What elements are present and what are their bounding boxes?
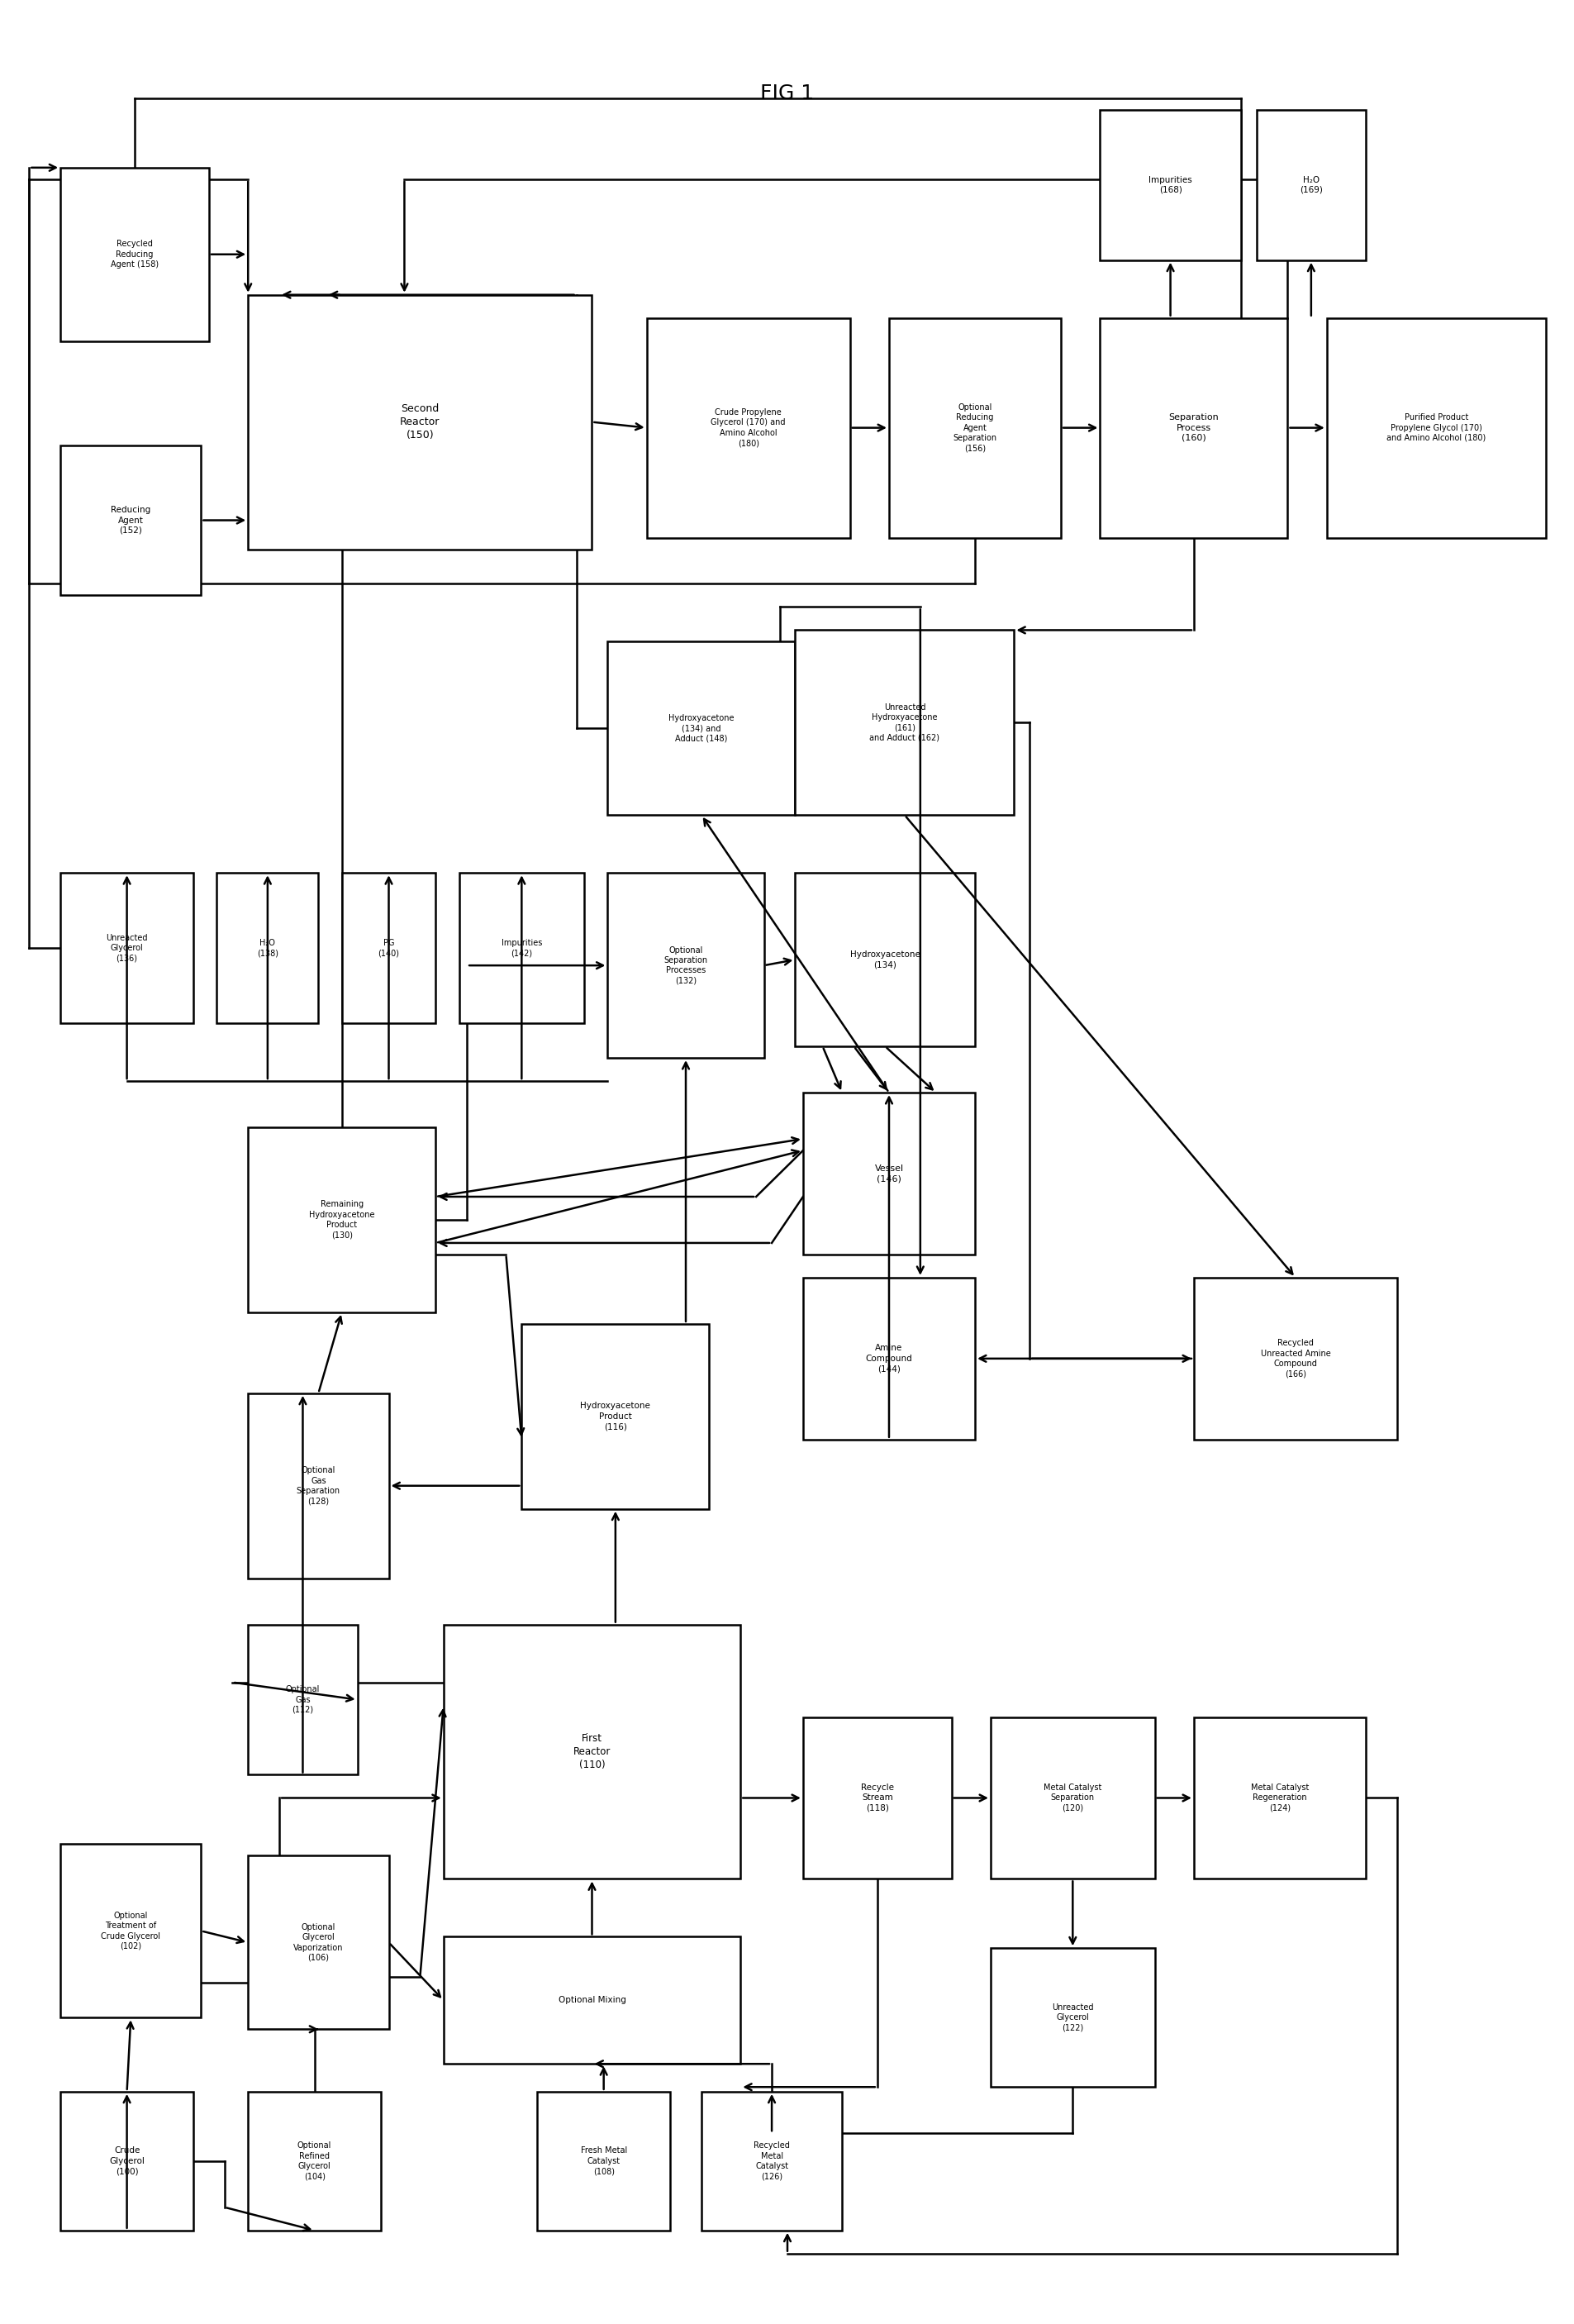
FancyBboxPatch shape	[249, 2092, 381, 2231]
FancyBboxPatch shape	[1100, 109, 1240, 260]
FancyBboxPatch shape	[444, 1624, 740, 1878]
FancyBboxPatch shape	[60, 167, 209, 342]
Text: Unreacted
Glycerol
(136): Unreacted Glycerol (136)	[105, 934, 148, 962]
Text: Optional
Refined
Glycerol
(104): Optional Refined Glycerol (104)	[297, 2140, 332, 2180]
FancyBboxPatch shape	[1256, 109, 1365, 260]
Text: Hydroxyacetone
(134): Hydroxyacetone (134)	[850, 951, 919, 969]
Text: Optional
Treatment of
Crude Glycerol
(102): Optional Treatment of Crude Glycerol (10…	[101, 1910, 161, 1950]
Text: Fresh Metal
Catalyst
(108): Fresh Metal Catalyst (108)	[581, 2147, 626, 2175]
Text: PG
(140): PG (140)	[378, 939, 400, 957]
FancyBboxPatch shape	[803, 1092, 974, 1255]
Text: Remaining
Hydroxyacetone
Product
(130): Remaining Hydroxyacetone Product (130)	[309, 1199, 375, 1239]
FancyBboxPatch shape	[249, 1394, 389, 1578]
FancyBboxPatch shape	[1325, 318, 1544, 537]
Text: Crude
Glycerol
(100): Crude Glycerol (100)	[109, 2147, 145, 2175]
Text: Metal Catalyst
Regeneration
(124): Metal Catalyst Regeneration (124)	[1250, 1783, 1308, 1813]
FancyBboxPatch shape	[795, 630, 1014, 816]
FancyBboxPatch shape	[990, 1717, 1154, 1878]
Text: Unreacted
Glycerol
(122): Unreacted Glycerol (122)	[1051, 2003, 1092, 2031]
FancyBboxPatch shape	[803, 1278, 974, 1439]
FancyBboxPatch shape	[342, 874, 436, 1023]
Text: Purified Product
Propylene Glycol (170)
and Amino Alcohol (180): Purified Product Propylene Glycol (170) …	[1385, 414, 1486, 442]
Text: Optional
Separation
Processes
(132): Optional Separation Processes (132)	[664, 946, 707, 985]
FancyBboxPatch shape	[700, 2092, 842, 2231]
FancyBboxPatch shape	[60, 2092, 194, 2231]
FancyBboxPatch shape	[217, 874, 318, 1023]
FancyBboxPatch shape	[60, 446, 201, 595]
Text: Separation
Process
(160): Separation Process (160)	[1168, 414, 1218, 442]
Text: Impurities
(142): Impurities (142)	[501, 939, 541, 957]
FancyBboxPatch shape	[249, 295, 592, 548]
FancyBboxPatch shape	[249, 1127, 436, 1313]
FancyBboxPatch shape	[249, 1857, 389, 2029]
FancyBboxPatch shape	[647, 318, 850, 537]
FancyBboxPatch shape	[249, 1624, 357, 1776]
FancyBboxPatch shape	[1193, 1717, 1365, 1878]
FancyBboxPatch shape	[990, 1948, 1154, 2087]
FancyBboxPatch shape	[608, 641, 795, 816]
Text: FIG 1: FIG 1	[760, 84, 814, 105]
Text: Optional
Gas
(112): Optional Gas (112)	[285, 1685, 320, 1715]
Text: First
Reactor
(110): First Reactor (110)	[573, 1734, 611, 1771]
Text: Vessel
(146): Vessel (146)	[874, 1164, 903, 1183]
FancyBboxPatch shape	[521, 1325, 708, 1508]
Text: Hydroxyacetone
Product
(116): Hydroxyacetone Product (116)	[581, 1401, 650, 1432]
Text: Optional
Gas
Separation
(128): Optional Gas Separation (128)	[296, 1466, 340, 1506]
Text: H₂O
(169): H₂O (169)	[1299, 177, 1322, 195]
FancyBboxPatch shape	[1193, 1278, 1396, 1439]
Text: Amine
Compound
(144): Amine Compound (144)	[866, 1343, 911, 1373]
FancyBboxPatch shape	[803, 1717, 951, 1878]
FancyBboxPatch shape	[444, 1936, 740, 2064]
Text: Crude Propylene
Glycerol (170) and
Amino Alcohol
(180): Crude Propylene Glycerol (170) and Amino…	[710, 409, 785, 446]
Text: Optional
Glycerol
Vaporization
(106): Optional Glycerol Vaporization (106)	[293, 1922, 343, 1961]
Text: Recycle
Stream
(118): Recycle Stream (118)	[861, 1783, 894, 1813]
Text: Recycled
Unreacted Amine
Compound
(166): Recycled Unreacted Amine Compound (166)	[1259, 1339, 1330, 1378]
Text: Second
Reactor
(150): Second Reactor (150)	[400, 404, 439, 442]
FancyBboxPatch shape	[795, 874, 974, 1046]
Text: Recycled
Reducing
Agent (158): Recycled Reducing Agent (158)	[110, 239, 159, 270]
Text: Metal Catalyst
Separation
(120): Metal Catalyst Separation (120)	[1044, 1783, 1102, 1813]
FancyBboxPatch shape	[60, 874, 194, 1023]
FancyBboxPatch shape	[608, 874, 763, 1057]
FancyBboxPatch shape	[537, 2092, 671, 2231]
Text: Recycled
Metal
Catalyst
(126): Recycled Metal Catalyst (126)	[754, 2140, 790, 2180]
Text: Optional Mixing: Optional Mixing	[557, 1996, 625, 2003]
FancyBboxPatch shape	[1100, 318, 1288, 537]
Text: Reducing
Agent
(152): Reducing Agent (152)	[110, 507, 151, 535]
FancyBboxPatch shape	[889, 318, 1061, 537]
Text: Unreacted
Hydroxyacetone
(161)
and Adduct (162): Unreacted Hydroxyacetone (161) and Adduc…	[869, 704, 940, 741]
FancyBboxPatch shape	[460, 874, 584, 1023]
Text: Impurities
(168): Impurities (168)	[1147, 177, 1192, 195]
Text: H₂O
(138): H₂O (138)	[257, 939, 279, 957]
Text: Optional
Reducing
Agent
Separation
(156): Optional Reducing Agent Separation (156)	[952, 402, 996, 453]
FancyBboxPatch shape	[60, 1845, 201, 2017]
Text: Hydroxyacetone
(134) and
Adduct (148): Hydroxyacetone (134) and Adduct (148)	[669, 713, 733, 744]
